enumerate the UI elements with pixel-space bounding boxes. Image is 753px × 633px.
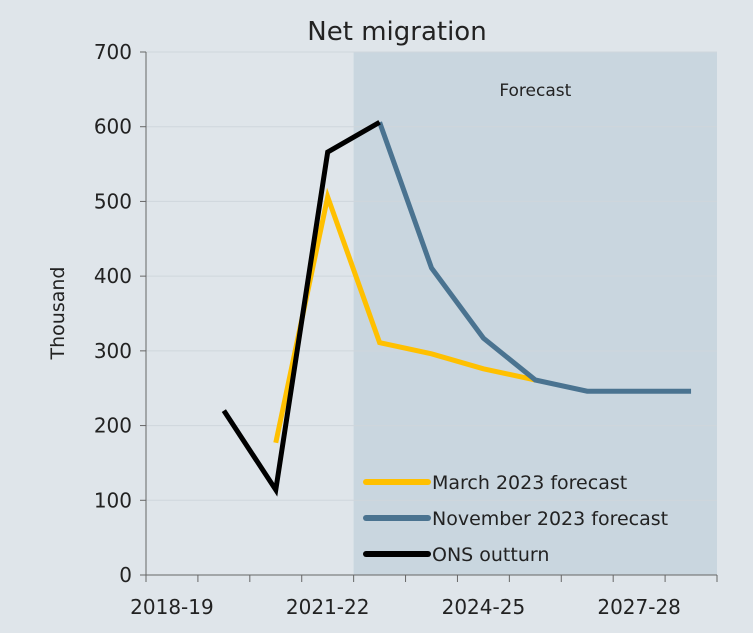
y-tick-label: 0 xyxy=(119,563,132,587)
y-tick-label: 200 xyxy=(94,414,132,438)
x-tick-label: 2024-25 xyxy=(442,595,526,619)
chart-title: Net migration xyxy=(307,17,486,47)
series-line-1 xyxy=(273,187,536,444)
x-tick-label: 2018-19 xyxy=(130,595,214,619)
legend-label: November 2023 forecast xyxy=(432,508,668,530)
y-tick-label: 600 xyxy=(94,115,132,139)
y-axis-label: Thousand xyxy=(47,267,69,361)
y-tick-label: 700 xyxy=(94,40,132,64)
forecast-region xyxy=(353,52,717,575)
y-tick-label: 500 xyxy=(94,189,132,213)
y-tick-label: 300 xyxy=(94,339,132,363)
series-line-3 xyxy=(221,120,381,497)
legend-label: March 2023 forecast xyxy=(432,472,627,494)
y-tick-label: 100 xyxy=(94,488,132,512)
x-tick-label: 2027-28 xyxy=(597,595,681,619)
x-tick-label: 2021-22 xyxy=(286,595,370,619)
y-tick-label: 400 xyxy=(94,264,132,288)
legend-label: ONS outturn xyxy=(432,544,549,566)
forecast-label: Forecast xyxy=(499,81,571,101)
series-line-2 xyxy=(377,121,692,394)
